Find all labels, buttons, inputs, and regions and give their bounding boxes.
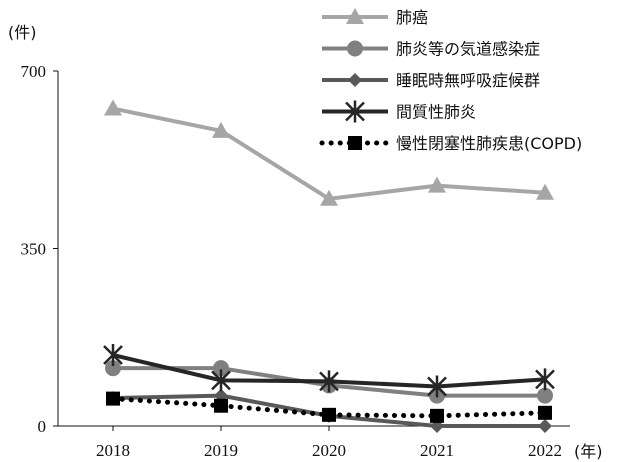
legend-marker <box>348 73 362 87</box>
legend-item: 睡眠時無呼吸症候群 <box>322 71 540 90</box>
data-point <box>105 360 121 377</box>
data-point <box>214 398 228 413</box>
series-layer <box>103 99 555 433</box>
data-point <box>106 391 120 406</box>
legend-marker <box>346 8 364 24</box>
legend-item: 肺癌 <box>322 8 428 27</box>
data-point <box>538 419 552 433</box>
data-point <box>428 176 446 193</box>
data-point <box>319 370 339 393</box>
legend-label: 間質性肺炎 <box>396 103 476 122</box>
x-tick-label: 2021 <box>420 441 454 460</box>
series-3 <box>103 344 555 398</box>
legend-marker <box>348 136 362 150</box>
series-0 <box>104 99 554 206</box>
legend-item: 慢性閉塞性肺疾患(COPD) <box>319 134 582 153</box>
y-tick-label: 350 <box>21 240 47 259</box>
data-point <box>213 360 229 377</box>
y-tick-label: 700 <box>21 62 47 81</box>
legend-label: 慢性閉塞性肺疾患(COPD) <box>396 134 582 153</box>
y-ticks: 0 350 700 <box>21 62 58 436</box>
series-4 <box>106 391 552 423</box>
legend-label: 肺炎等の気道感染症 <box>396 40 540 59</box>
data-point <box>320 189 338 206</box>
data-point <box>211 369 231 392</box>
y-tick-label: 0 <box>38 417 47 436</box>
legend-label: 肺癌 <box>396 8 428 27</box>
data-point <box>538 405 552 420</box>
x-tick-label: 2018 <box>96 441 130 460</box>
x-tick-label: 2022 <box>528 441 562 460</box>
x-tick-label: 2020 <box>312 441 346 460</box>
data-point <box>104 99 122 116</box>
data-point <box>536 183 554 200</box>
data-point <box>535 368 555 391</box>
legend-marker <box>347 40 363 57</box>
data-point <box>427 375 447 398</box>
legend-item: 間質性肺炎 <box>322 100 476 123</box>
legend-item: 肺炎等の気道感染症 <box>322 40 540 59</box>
data-point <box>212 121 230 138</box>
legend-marker <box>345 100 365 123</box>
data-point <box>103 344 123 366</box>
data-point <box>537 387 553 404</box>
x-ticks: 2018 2019 2020 2021 2022 <box>96 426 562 460</box>
data-point <box>322 407 336 422</box>
series-line <box>112 106 546 201</box>
y-unit-label: (件) <box>8 23 37 42</box>
x-unit-label: (年) <box>574 442 603 461</box>
legend-label: 睡眠時無呼吸症候群 <box>396 71 540 90</box>
x-tick-label: 2019 <box>204 441 238 460</box>
data-point <box>430 408 444 423</box>
